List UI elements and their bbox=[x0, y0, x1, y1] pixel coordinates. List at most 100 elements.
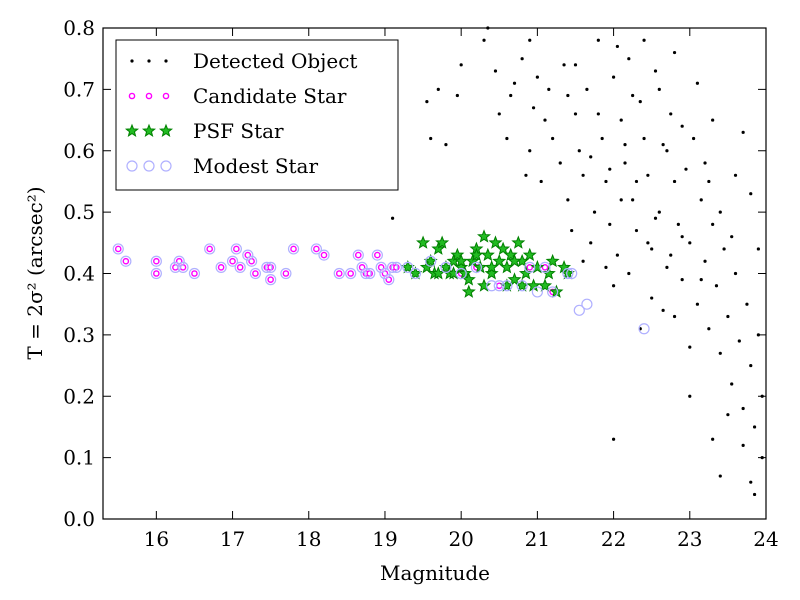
data-point bbox=[634, 179, 639, 184]
data-point bbox=[680, 124, 684, 128]
data-point bbox=[680, 278, 684, 282]
data-point bbox=[627, 57, 631, 61]
data-point bbox=[528, 38, 532, 42]
data-point bbox=[480, 247, 495, 262]
data-point bbox=[730, 382, 734, 386]
data-point bbox=[435, 235, 450, 249]
data-point bbox=[699, 198, 703, 202]
data-point bbox=[191, 270, 198, 277]
data-point bbox=[233, 245, 240, 253]
data-point bbox=[695, 81, 700, 85]
data-point bbox=[566, 198, 570, 202]
data-point bbox=[707, 179, 711, 184]
data-point bbox=[718, 210, 722, 214]
data-point bbox=[470, 261, 483, 273]
data-point bbox=[455, 93, 459, 98]
y-tick-label: 0.3 bbox=[63, 323, 95, 347]
data-point bbox=[122, 257, 130, 265]
data-point bbox=[680, 235, 684, 239]
data-point bbox=[497, 112, 501, 116]
x-axis-label: Magnitude bbox=[380, 561, 490, 585]
y-tick-label: 0.1 bbox=[63, 446, 95, 470]
data-point bbox=[541, 266, 556, 280]
data-point bbox=[486, 280, 498, 292]
plot-points bbox=[112, 26, 764, 497]
legend-marker bbox=[141, 123, 157, 137]
x-tick-label: 23 bbox=[677, 527, 702, 551]
data-point bbox=[581, 259, 585, 263]
y-tick-label: 0.8 bbox=[63, 16, 95, 40]
data-point bbox=[429, 136, 433, 141]
data-point bbox=[558, 161, 562, 165]
data-point bbox=[150, 255, 162, 267]
x-tick-label: 24 bbox=[753, 527, 778, 551]
data-point bbox=[366, 270, 374, 277]
legend-marker bbox=[143, 160, 155, 172]
axis-ticks bbox=[103, 27, 767, 520]
data-point bbox=[150, 267, 162, 280]
data-point bbox=[752, 492, 757, 497]
data-point bbox=[539, 179, 543, 184]
data-point bbox=[496, 241, 511, 255]
data-point bbox=[756, 247, 760, 251]
data-point bbox=[261, 261, 273, 273]
data-point bbox=[493, 69, 498, 73]
data-point bbox=[752, 425, 757, 429]
data-point bbox=[562, 63, 566, 67]
data-point bbox=[287, 243, 300, 255]
data-point bbox=[379, 267, 391, 280]
data-point bbox=[112, 243, 124, 255]
data-point bbox=[631, 198, 635, 202]
data-point bbox=[581, 173, 585, 177]
data-point bbox=[440, 261, 452, 273]
data-point bbox=[669, 253, 673, 257]
data-point bbox=[551, 136, 555, 141]
legend-marker bbox=[158, 123, 174, 137]
data-point bbox=[501, 280, 513, 292]
data-point bbox=[173, 255, 185, 267]
data-point bbox=[215, 261, 227, 273]
data-point bbox=[539, 261, 551, 273]
x-tick-label: 16 bbox=[144, 527, 169, 551]
data-point bbox=[356, 261, 368, 273]
data-point bbox=[526, 264, 534, 271]
data-point bbox=[310, 243, 322, 255]
x-tick-label: 22 bbox=[601, 527, 626, 551]
data-point bbox=[650, 247, 654, 251]
data-point bbox=[318, 249, 330, 261]
data-point bbox=[236, 264, 244, 271]
data-point bbox=[246, 255, 258, 267]
legend-label: Detected Object bbox=[193, 49, 357, 73]
data-point bbox=[265, 274, 277, 286]
data-point bbox=[390, 261, 402, 273]
data-point bbox=[619, 198, 623, 202]
data-point bbox=[596, 38, 600, 42]
x-tick-label: 18 bbox=[296, 527, 321, 551]
legend-entry: Detected Object bbox=[130, 49, 357, 73]
data-point bbox=[699, 278, 703, 282]
data-point bbox=[547, 286, 559, 298]
data-point bbox=[267, 264, 274, 271]
data-point bbox=[290, 245, 297, 253]
data-point bbox=[566, 267, 578, 280]
legend-label: PSF Star bbox=[193, 119, 284, 143]
data-point bbox=[688, 345, 692, 349]
data-point bbox=[688, 241, 692, 245]
data-point bbox=[711, 118, 715, 122]
data-point bbox=[684, 167, 688, 171]
data-point bbox=[592, 210, 597, 214]
data-point bbox=[416, 235, 431, 249]
data-point bbox=[482, 38, 486, 42]
data-point bbox=[692, 136, 696, 141]
data-point bbox=[661, 308, 665, 312]
y-tick-label: 0.7 bbox=[63, 77, 95, 101]
data-point bbox=[390, 216, 395, 220]
data-point bbox=[646, 241, 650, 245]
data-point bbox=[619, 118, 623, 122]
data-point bbox=[234, 261, 246, 273]
data-point bbox=[454, 259, 469, 274]
data-point bbox=[469, 247, 484, 262]
data-point bbox=[530, 259, 545, 274]
legend-box bbox=[115, 39, 399, 191]
